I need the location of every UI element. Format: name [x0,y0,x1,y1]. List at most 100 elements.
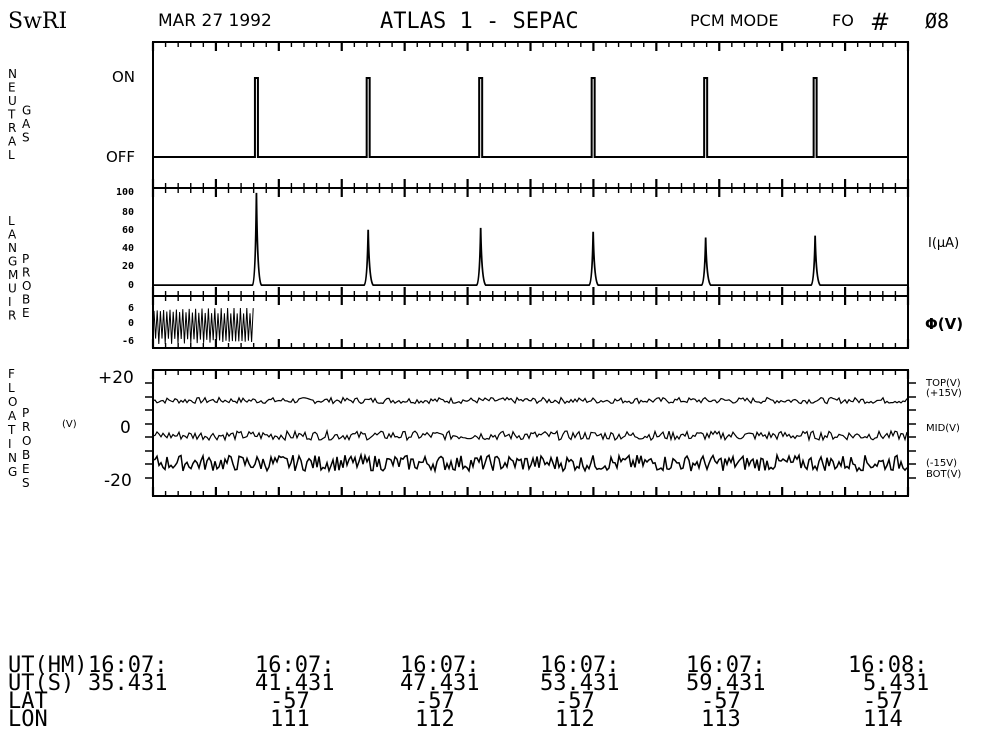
lp-ytick-60: 60 [122,225,134,236]
fo-number: Ø8 [925,9,949,33]
col-1-ut-hm: 16:07: [88,653,167,678]
col-4-lat: -57 [555,689,595,714]
data-traces [152,77,908,474]
col-6-lat: -57 [863,689,903,714]
neutral-gas-label-letter: E [8,81,16,95]
date-label: MAR 27 1992 [158,11,272,31]
floating-probe-trace-midv [152,428,908,443]
mode-label: PCM MODE [690,11,779,30]
fp-ytick-0: 0 [120,418,131,438]
langmuir-probe-label-letter: B [22,292,30,306]
langmuir-probe-label-letter: I [8,295,12,309]
col-5-lon: 113 [701,707,741,732]
neutral-gas-label-letter: R [8,121,16,135]
row-label-ut-s: UT(S) [8,671,74,696]
floating-probes-label-letter: E [22,462,30,476]
col-6-ut-s: 5.431 [863,671,929,696]
floating-probes-label-letter: L [8,381,15,395]
langmuir-probe-label-letter: U [8,282,17,296]
ng-ytick-off: OFF [106,148,135,166]
langmuir-probe-label-letter: M [8,268,18,282]
fp-plus15-label: (+15V) [926,388,962,399]
lp-ytick-40: 40 [122,243,134,254]
neutral-gas-label-letter: G [22,103,31,117]
langmuir-probe-label-letter: A [8,228,17,242]
neutral-gas-trace [153,77,908,158]
langmuir-probe-label-letter: L [8,214,15,228]
floating-probes-label-letter: F [8,367,15,381]
lp-ytick-100: 100 [116,187,134,198]
fp-ytick-plus20: +20 [98,368,134,388]
floating-probes-label-letter: G [8,465,17,479]
neutral-gas-frame [152,41,909,189]
langmuir-current-trace [153,192,908,286]
neutral-gas-label-letter: A [8,135,17,149]
lp-potential-label: Φ(V) [925,315,963,333]
col-6-lon: 114 [863,707,903,732]
floating-probe-trace-topv [152,396,908,405]
col-4-ut-s: 53.431 [540,671,619,696]
langmuir-probe-label-letter: R [22,265,30,279]
fp-unit-label: (V) [62,419,77,430]
floating-probes-label-letter: I [8,437,12,451]
neutral-gas-label-letter: N [8,67,17,81]
neutral-gas-label-letter: T [7,108,16,122]
neutral-gas-label-letter: L [8,148,15,162]
ng-ytick-on: ON [112,68,135,86]
col-3-lon: 112 [415,707,455,732]
langmuir-potential-trace [152,307,254,344]
fo-label: FO [832,11,854,30]
lp-current-label: I(μA) [928,236,959,251]
phi-ytick-0: 0 [128,318,134,329]
col-3-lat: -57 [415,689,455,714]
col-2-lon: 111 [270,707,310,732]
floating-probes-label-letter: A [8,409,17,423]
col-2-lat: -57 [270,689,310,714]
col-4-ut-hm: 16:07: [540,653,619,678]
lp-ytick-20: 20 [122,261,134,272]
langmuir-probe-label-letter: N [8,241,17,255]
floating-probes-label-letter: B [22,448,30,462]
col-2-ut-hm: 16:07: [255,653,334,678]
col-1-ut-s: 35.431 [88,671,167,696]
phi-ytick-6: 6 [128,303,134,314]
lp-ytick-0: 0 [128,280,134,291]
langmuir-probe-label-letter: O [22,279,31,293]
floating-probes-label-letter: P [22,406,29,420]
floating-probes-label-letter: O [8,395,17,409]
langmuir-current-frame [152,187,909,297]
neutral-gas-label-letter: A [22,117,31,131]
col-3-ut-hm: 16:07: [400,653,479,678]
fp-top-label: TOP(V) [925,378,961,389]
floating-probes-label-letter: N [8,451,17,465]
floating-probes-label-letter: S [22,476,30,490]
langmuir-probe-label-letter: R [8,309,16,323]
col-2-ut-s: 41.431 [255,671,334,696]
fp-minus15-label: (-15V) [926,458,957,469]
langmuir-probe-label-letter: P [22,252,29,266]
col-5-ut-hm: 16:07: [686,653,765,678]
col-4-lon: 112 [555,707,595,732]
col-5-lat: -57 [701,689,741,714]
floating-probes-label-letter: O [22,434,31,448]
mission-title: ATLAS 1 - SEPAC [380,9,579,34]
neutral-gas-label-letter: S [22,130,30,144]
footer-table: UT(HM) UT(S) LAT LON 16:07: 35.431 16:07… [8,653,929,732]
floating-probe-trace-botv [152,452,908,474]
col-3-ut-s: 47.431 [400,671,479,696]
row-label-ut-hm: UT(HM) [8,653,87,678]
col-6-ut-hm: 16:08: [848,653,927,678]
col-5-ut-s: 59.431 [686,671,765,696]
panel-frames [145,41,916,497]
langmuir-probe-label-letter: G [8,255,17,269]
langmuir-probe-label-letter: E [22,306,30,320]
fp-bot-label: BOT(V) [926,469,961,480]
row-label-lat: LAT [8,689,48,714]
floating-probes-label-letter: R [22,420,30,434]
org-label: SwRI [8,9,67,34]
lp-ytick-80: 80 [122,207,134,218]
row-label-lon: LON [8,707,48,732]
floating-probes-label-letter: T [7,423,16,437]
